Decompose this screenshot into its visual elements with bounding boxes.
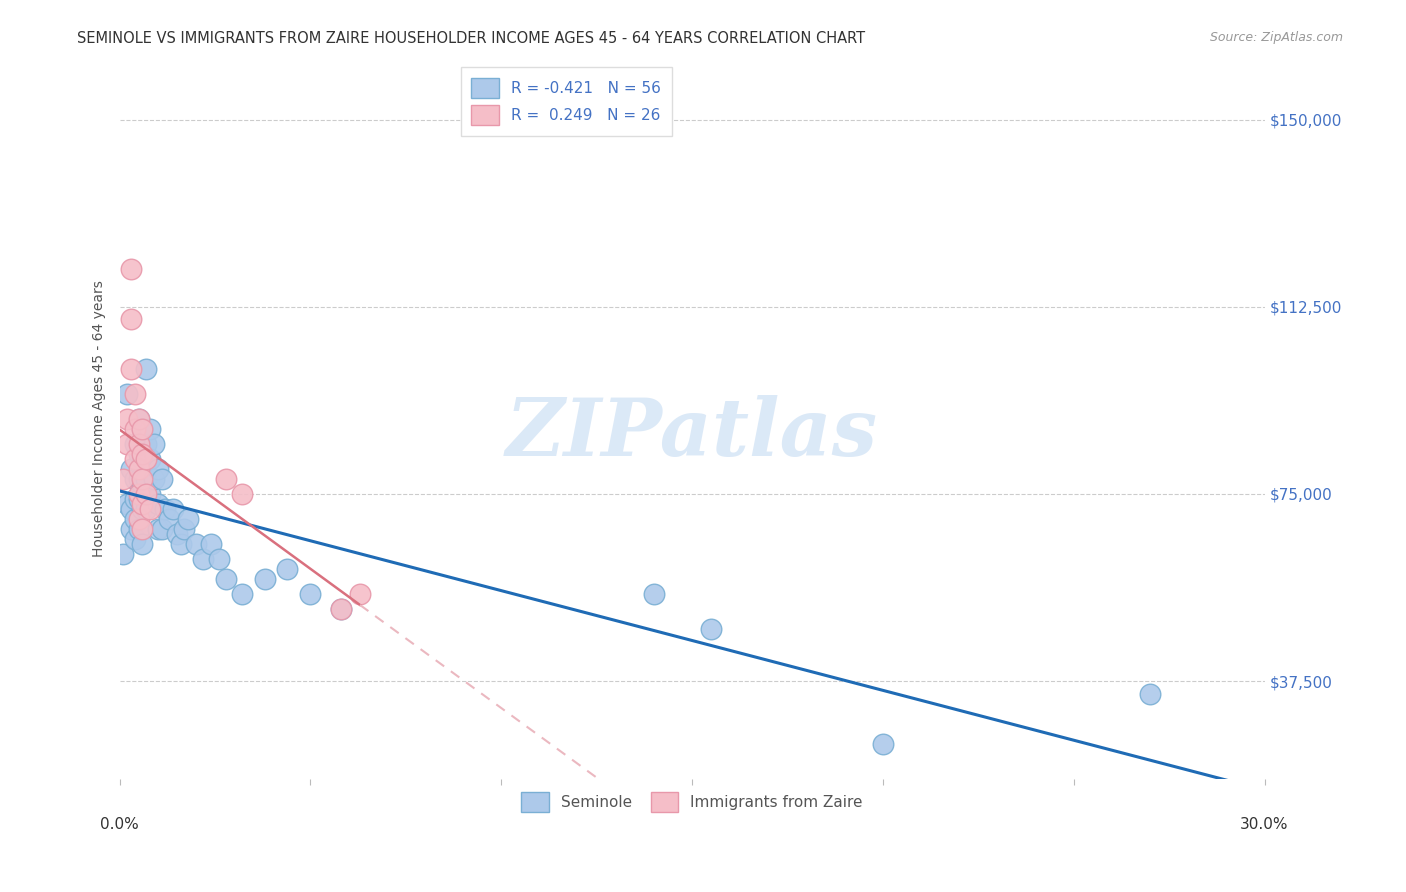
Point [872, 737, 894, 751]
Point [135, 452, 157, 467]
Point [128, 522, 150, 536]
Point [276, 562, 298, 576]
Point [146, 497, 169, 511]
Point [124, 437, 146, 451]
Point [131, 477, 153, 491]
Point [131, 422, 153, 436]
Point [112, 472, 135, 486]
Point [215, 472, 238, 486]
Text: ZIPatlas: ZIPatlas [506, 394, 879, 472]
Point [128, 462, 150, 476]
Point [208, 552, 231, 566]
Point [215, 572, 238, 586]
Point [166, 527, 188, 541]
Point [120, 502, 142, 516]
Text: 0.0%: 0.0% [100, 817, 139, 832]
Point [135, 487, 157, 501]
Point [150, 522, 173, 536]
Point [128, 412, 150, 426]
Point [131, 452, 153, 467]
Text: Source: ZipAtlas.com: Source: ZipAtlas.com [1209, 31, 1343, 45]
Point [124, 452, 146, 467]
Point [124, 512, 146, 526]
Point [128, 512, 150, 526]
Point [139, 452, 162, 467]
Text: 30.0%: 30.0% [1240, 817, 1289, 832]
Point [146, 462, 169, 476]
Text: SEMINOLE VS IMMIGRANTS FROM ZAIRE HOUSEHOLDER INCOME AGES 45 - 64 YEARS CORRELAT: SEMINOLE VS IMMIGRANTS FROM ZAIRE HOUSEH… [77, 31, 866, 46]
Point [184, 537, 207, 551]
Point [124, 472, 146, 486]
Point [139, 487, 162, 501]
Point [115, 387, 138, 401]
Point [120, 262, 142, 277]
Point [120, 362, 142, 376]
Point [115, 412, 138, 426]
Point [135, 472, 157, 486]
Point [112, 547, 135, 561]
Point [700, 622, 723, 636]
Point [139, 422, 162, 436]
Point [177, 512, 200, 526]
Point [128, 447, 150, 461]
Point [173, 522, 195, 536]
Point [131, 502, 153, 516]
Point [120, 312, 142, 326]
Point [349, 587, 371, 601]
Point [131, 522, 153, 536]
Point [231, 487, 253, 501]
Point [131, 497, 153, 511]
Legend: Seminole, Immigrants from Zaire: Seminole, Immigrants from Zaire [512, 783, 872, 822]
Point [120, 462, 142, 476]
Point [142, 437, 165, 451]
Point [115, 497, 138, 511]
Point [643, 587, 665, 601]
Point [128, 487, 150, 501]
Point [124, 422, 146, 436]
Point [128, 472, 150, 486]
Point [124, 387, 146, 401]
Point [329, 601, 352, 615]
Point [1139, 687, 1161, 701]
Point [128, 412, 150, 426]
Point [131, 447, 153, 461]
Point [131, 537, 153, 551]
Point [146, 522, 169, 536]
Point [115, 437, 138, 451]
Point [131, 472, 153, 486]
Point [150, 472, 173, 486]
Point [200, 537, 222, 551]
Point [128, 491, 150, 506]
Point [157, 512, 180, 526]
Point [135, 362, 157, 376]
Point [135, 502, 157, 516]
Y-axis label: Householder Income Ages 45 - 64 years: Householder Income Ages 45 - 64 years [93, 281, 107, 558]
Point [329, 601, 352, 615]
Point [139, 502, 162, 516]
Point [124, 491, 146, 506]
Point [193, 552, 215, 566]
Point [120, 522, 142, 536]
Point [155, 502, 177, 516]
Point [299, 587, 322, 601]
Point [135, 437, 157, 451]
Point [253, 572, 276, 586]
Point [131, 422, 153, 436]
Point [231, 587, 253, 601]
Point [169, 537, 191, 551]
Point [142, 472, 165, 486]
Point [124, 532, 146, 546]
Point [128, 437, 150, 451]
Point [162, 502, 184, 516]
